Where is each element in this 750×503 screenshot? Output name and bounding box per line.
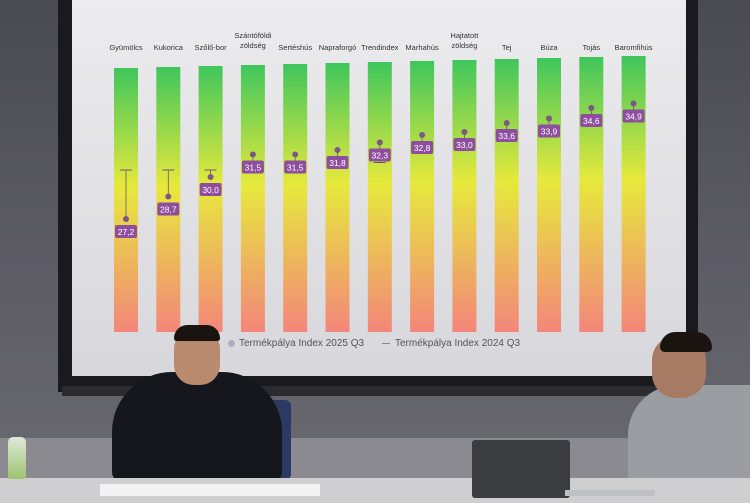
water-bottle	[8, 437, 26, 479]
category-label: zöldség	[451, 41, 477, 50]
bar-8	[452, 60, 477, 332]
value-label-box	[368, 148, 391, 162]
marker-2025	[630, 100, 637, 107]
value-label: 31,8	[329, 158, 346, 168]
marker-2025	[249, 151, 256, 158]
category-label: Hajtatott	[450, 31, 479, 40]
legend-dash-icon	[382, 342, 390, 344]
value-label: 32,8	[414, 143, 431, 153]
category-label: Tojás	[583, 43, 601, 52]
bar-10	[537, 58, 561, 332]
category-label: Búza	[540, 43, 558, 52]
value-label-box	[411, 141, 434, 154]
bar-12	[621, 56, 646, 332]
marker-2025	[207, 174, 214, 180]
category-label: Marhahús	[405, 43, 439, 52]
value-label: 34,6	[583, 116, 600, 126]
bar-9	[494, 59, 519, 332]
value-label-box	[326, 156, 349, 169]
value-label-box	[453, 138, 476, 151]
marker-2025	[334, 147, 341, 153]
presenter-right-hair	[660, 332, 712, 352]
value-label: 28,7	[160, 205, 177, 215]
value-label: 33,9	[541, 127, 558, 137]
marker-2025	[123, 216, 129, 222]
marker-2025	[419, 132, 426, 138]
value-label: 31,5	[245, 163, 262, 173]
value-label-box	[115, 225, 137, 238]
value-label: 33,0	[456, 140, 473, 150]
legend-dot-icon	[228, 339, 235, 347]
category-label: zöldség	[240, 41, 266, 50]
marker-2025	[503, 120, 510, 126]
papers	[100, 484, 320, 496]
value-label-box	[241, 160, 264, 174]
laptop	[472, 440, 570, 498]
value-label: 30,0	[202, 185, 219, 195]
value-label-box	[495, 129, 518, 142]
marker-2025	[461, 129, 468, 135]
bar-5	[325, 63, 350, 332]
marker-2025	[165, 193, 172, 200]
category-label: Szántóföldi	[234, 31, 271, 40]
value-label-box	[538, 124, 560, 138]
bar-11	[579, 57, 604, 332]
value-label: 34,9	[625, 112, 642, 122]
presenter-left	[112, 372, 282, 482]
value-label: 31,5	[287, 163, 304, 173]
category-label: Trendindex	[361, 43, 398, 52]
bar-4	[283, 64, 308, 332]
bar-2	[198, 66, 223, 332]
category-label: Sertéshús	[278, 43, 312, 52]
legend-2024: Termékpálya Index 2024 Q3	[382, 338, 520, 349]
value-label: 33,6	[498, 131, 515, 141]
laptop-base	[565, 490, 655, 496]
value-label: 32,3	[372, 151, 389, 161]
category-label: Napraforgó	[319, 43, 357, 52]
category-label: Baromfihús	[615, 43, 653, 52]
bar-3	[240, 65, 265, 332]
category-label: Szőlő-bor	[195, 43, 228, 52]
presenter-right	[628, 385, 750, 485]
value-label-box	[199, 183, 222, 196]
marker-2025	[546, 115, 552, 122]
category-label: Tej	[502, 43, 512, 52]
bar-7	[410, 61, 435, 332]
category-label: Kukorica	[154, 43, 184, 52]
value-label-box	[580, 114, 603, 127]
marker-2025	[292, 151, 299, 158]
value-label-box	[622, 109, 645, 123]
screen-bottom-bar	[62, 386, 694, 396]
category-label: Gyümölcs	[109, 43, 143, 52]
marker-2025	[376, 139, 383, 146]
value-label-box	[284, 160, 307, 174]
marker-2025	[588, 105, 595, 111]
value-label: 27,2	[118, 227, 135, 237]
bar-6	[367, 62, 392, 332]
presenter-left-hair	[174, 325, 220, 341]
value-label-box	[157, 202, 180, 216]
legend-2025: Termékpálya Index 2025 Q3	[228, 338, 364, 349]
